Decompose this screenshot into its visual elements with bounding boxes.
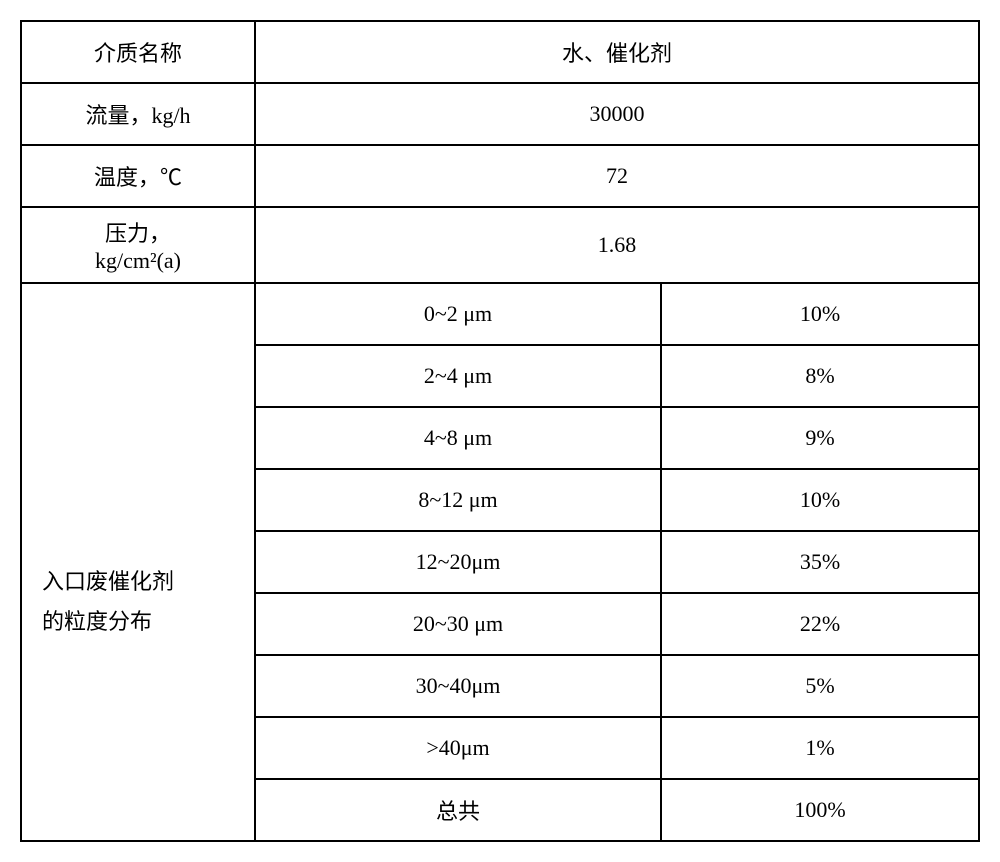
distribution-label-line1: 入口废催化剂 (42, 569, 174, 594)
pressure-label: 压力，kg/cm²(a) (21, 207, 255, 283)
particle-percent: 10% (661, 469, 979, 531)
pressure-label-line1: 压力， (105, 221, 171, 246)
distribution-label-line2: 的粒度分布 (42, 609, 152, 634)
particle-range: 30~40μm (255, 655, 661, 717)
table-row: 介质名称 水、催化剂 (21, 21, 979, 83)
particle-percent: 10% (661, 283, 979, 345)
table-row: 温度，℃ 72 (21, 145, 979, 207)
particle-range: >40μm (255, 717, 661, 779)
particle-range: 0~2 μm (255, 283, 661, 345)
temperature-label: 温度，℃ (21, 145, 255, 207)
particle-range: 8~12 μm (255, 469, 661, 531)
particle-range: 2~4 μm (255, 345, 661, 407)
particle-range: 4~8 μm (255, 407, 661, 469)
medium-name-value: 水、催化剂 (255, 21, 979, 83)
particle-percent: 35% (661, 531, 979, 593)
particle-percent: 22% (661, 593, 979, 655)
particle-percent: 1% (661, 717, 979, 779)
temperature-value: 72 (255, 145, 979, 207)
particle-percent: 9% (661, 407, 979, 469)
flow-rate-value: 30000 (255, 83, 979, 145)
distribution-label: 入口废催化剂的粒度分布 (21, 283, 255, 841)
parameters-table: 介质名称 水、催化剂 流量，kg/h 30000 温度，℃ 72 压力，kg/c… (20, 20, 980, 842)
particle-percent: 100% (661, 779, 979, 841)
pressure-label-line2: kg/cm²(a) (95, 248, 181, 273)
medium-name-label: 介质名称 (21, 21, 255, 83)
particle-range: 总共 (255, 779, 661, 841)
particle-range: 20~30 μm (255, 593, 661, 655)
table-row: 入口废催化剂的粒度分布 0~2 μm 10% (21, 283, 979, 345)
particle-range: 12~20μm (255, 531, 661, 593)
table-row: 流量，kg/h 30000 (21, 83, 979, 145)
particle-percent: 5% (661, 655, 979, 717)
table-row: 压力，kg/cm²(a) 1.68 (21, 207, 979, 283)
particle-percent: 8% (661, 345, 979, 407)
pressure-value: 1.68 (255, 207, 979, 283)
flow-rate-label: 流量，kg/h (21, 83, 255, 145)
